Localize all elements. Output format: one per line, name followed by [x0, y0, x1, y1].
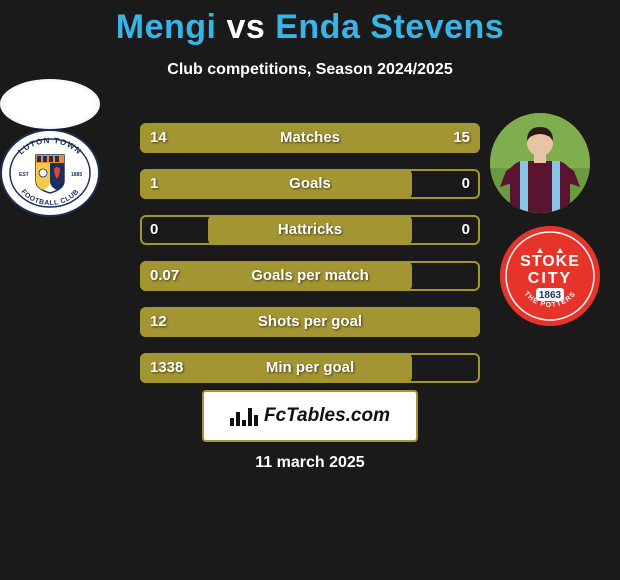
svg-text:EST: EST — [19, 172, 29, 178]
player2-avatar — [490, 113, 590, 213]
club-crest-right: STOKE CITY 1863 THE POTTERS — [500, 226, 600, 326]
stat-row: 1338Min per goal — [140, 353, 480, 383]
svg-text:1885: 1885 — [71, 172, 82, 178]
fctables-logo-icon — [230, 406, 258, 426]
stat-row: 0.07Goals per match — [140, 261, 480, 291]
stat-bars-container: 1415Matches 10Goals 00Hattricks 0.07Goals p… — [140, 123, 480, 399]
comparison-title: Mengi vs Enda Stevens — [0, 0, 620, 47]
fctables-watermark: FcTables.com — [202, 390, 418, 442]
fctables-brand-text: FcTables.com — [264, 405, 390, 427]
svg-text:1863: 1863 — [539, 290, 562, 301]
player1-avatar — [0, 79, 100, 129]
player2-name: Enda Stevens — [275, 8, 504, 46]
stat-label: Goals per match — [140, 261, 480, 291]
club-crest-left: LUTON TOWN FOOTBALL CLUB EST 1885 — [0, 129, 100, 217]
subtitle: Club competitions, Season 2024/2025 — [0, 61, 620, 79]
svg-text:CITY: CITY — [528, 270, 572, 287]
stat-row: 12Shots per goal — [140, 307, 480, 337]
vs-text: vs — [226, 8, 265, 46]
stat-row: 1415Matches — [140, 123, 480, 153]
stat-label: Hattricks — [140, 215, 480, 245]
svg-text:STOKE: STOKE — [520, 253, 580, 270]
stat-row: 10Goals — [140, 169, 480, 199]
stat-label: Matches — [140, 123, 480, 153]
stat-row: 00Hattricks — [140, 215, 480, 245]
infographic-date: 11 march 2025 — [0, 454, 620, 472]
stat-label: Min per goal — [140, 353, 480, 383]
stat-label: Shots per goal — [140, 307, 480, 337]
stat-label: Goals — [140, 169, 480, 199]
player1-name: Mengi — [116, 8, 217, 46]
